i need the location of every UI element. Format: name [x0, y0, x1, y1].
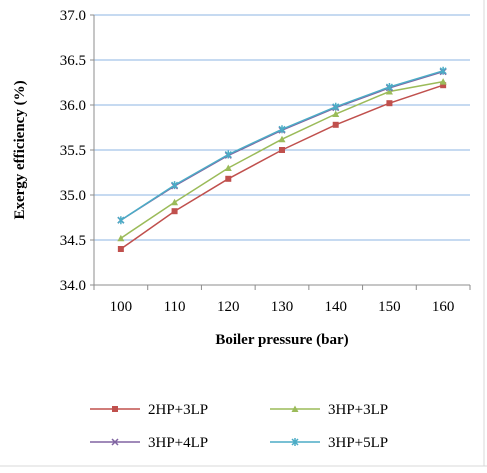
data-point	[332, 110, 340, 117]
data-point	[225, 175, 232, 182]
legend-marker	[291, 405, 299, 412]
legend: 2HP+3LP 3HP+3LP 3HP+4LP 3HP+5LP	[90, 402, 388, 451]
legend-label: 3HP+3LP	[328, 402, 388, 418]
data-point	[385, 83, 393, 91]
series-3	[117, 68, 447, 224]
data-point	[171, 181, 179, 190]
label-layer: 34.0 34.5 35.0 35.5 36.0 36.5 37.0 100 110 120 130…	[12, 8, 454, 348]
data-point	[439, 78, 447, 85]
data-point	[279, 147, 285, 153]
legend-item: 3HP+4LP	[90, 435, 208, 451]
data-point	[332, 102, 340, 111]
x-tick-label: 110	[164, 299, 186, 315]
x-tick-label: 120	[217, 299, 240, 315]
series-layer	[117, 66, 447, 252]
y-tick-label: 35.0	[60, 188, 86, 204]
data-point	[117, 216, 125, 225]
y-tick-label: 37.0	[60, 8, 86, 24]
y-tick-label: 36.5	[60, 53, 86, 69]
data-point	[440, 82, 447, 89]
y-tick-label: 34.5	[60, 233, 86, 249]
x-tick-label: 150	[378, 299, 401, 315]
legend-label: 2HP+3LP	[148, 402, 208, 418]
data-point	[171, 198, 179, 206]
data-point	[278, 125, 286, 134]
series-1	[117, 82, 447, 252]
legend-item: 2HP+3LP	[90, 402, 208, 418]
legend-marker	[111, 438, 119, 446]
legend-item: 3HP+5LP	[270, 435, 388, 451]
series-line	[120, 84, 444, 250]
legend-label: 3HP+4LP	[148, 435, 208, 451]
data-point	[117, 234, 125, 242]
series-4	[117, 66, 447, 225]
x-tick-label: 100	[110, 299, 133, 315]
y-axis-label: Exergy efficiency (%)	[12, 80, 28, 219]
x-tick-label: 140	[324, 299, 347, 315]
legend-marker	[291, 438, 299, 446]
series-line	[120, 70, 444, 221]
legend-marker	[112, 406, 118, 412]
legend-item: 3HP+3LP	[270, 402, 388, 418]
axis-layer	[90, 14, 471, 290]
x-tick-label: 160	[432, 299, 455, 315]
y-tick-label: 35.5	[60, 143, 86, 159]
data-point	[224, 164, 232, 171]
data-point	[117, 246, 124, 252]
legend-label: 3HP+5LP	[328, 435, 388, 451]
series-line	[120, 70, 444, 221]
data-point	[332, 121, 339, 128]
x-axis-label: Boiler pressure (bar)	[215, 332, 348, 348]
series-2	[117, 78, 447, 242]
data-point	[439, 66, 447, 75]
data-point	[171, 208, 178, 215]
data-point	[278, 135, 286, 143]
x-tick-label: 130	[271, 299, 294, 315]
data-point	[385, 88, 393, 95]
data-point	[386, 100, 393, 107]
y-tick-label: 34.0	[60, 278, 86, 294]
y-tick-label: 36.0	[60, 98, 86, 114]
data-point	[224, 150, 232, 159]
